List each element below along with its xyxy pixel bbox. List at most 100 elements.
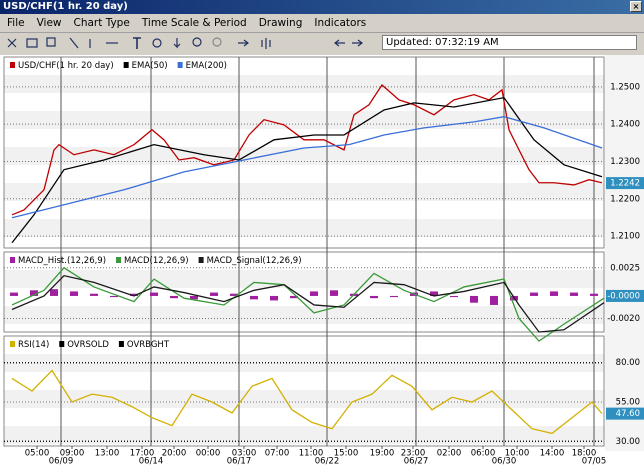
legend-swatch	[177, 62, 183, 68]
x-tick-label: 18:00	[572, 449, 597, 459]
x-tick-label: 11:00	[299, 449, 324, 459]
tool-icon[interactable]	[133, 37, 141, 49]
menu-item[interactable]: Chart Type	[73, 17, 130, 29]
hist-bar	[290, 295, 298, 299]
x-tick-label: 14:00	[540, 449, 565, 459]
hist-bar	[370, 295, 378, 299]
tool-icon[interactable]	[334, 39, 345, 47]
menu-item[interactable]: Drawing	[258, 17, 303, 29]
x-tick-label: 05:00	[25, 449, 50, 459]
series-line	[11, 116, 603, 219]
x-tick-label: 03:00	[232, 449, 257, 459]
x-tick-label: 13:00	[95, 449, 120, 459]
last-value-box	[606, 407, 644, 420]
tool-icon[interactable]	[192, 37, 202, 47]
hist-bar	[430, 291, 438, 296]
hist-bar	[130, 293, 138, 296]
hist-bar	[590, 293, 598, 296]
legend-label: OVRSOLD	[67, 340, 109, 350]
hist-bar	[470, 295, 478, 303]
legend-label: EMA(50)	[132, 61, 168, 71]
hist-bar	[150, 292, 158, 296]
x-tick-label: 10:00	[505, 449, 530, 459]
tool-icon[interactable]	[7, 38, 17, 48]
hist-bar	[210, 292, 218, 296]
legend-swatch	[10, 257, 15, 263]
tool-icon[interactable]	[261, 38, 271, 49]
band	[4, 75, 604, 93]
date-label: 06/14	[139, 457, 164, 467]
legend-swatch	[123, 62, 129, 68]
legend-label: OVRBGHT	[127, 340, 170, 350]
band	[4, 306, 604, 324]
hist-bar	[90, 293, 98, 296]
band	[4, 183, 604, 201]
tool-icon[interactable]	[152, 38, 162, 48]
y-tick-label: 1.2400	[610, 120, 640, 130]
close-button[interactable]: ×	[630, 1, 642, 12]
y-tick-label: 0.0025	[610, 263, 640, 273]
legend-swatch	[59, 341, 65, 347]
title-bar: USD/CHF(1 hr. 20 day) ×	[0, 0, 644, 14]
last-value-box	[606, 177, 644, 190]
menu-item[interactable]: Time Scale & Period	[141, 17, 247, 29]
x-tick-label: 07:00	[265, 449, 290, 459]
date-label: 06/27	[404, 457, 429, 467]
hist-bar	[250, 295, 258, 300]
series-line	[11, 369, 603, 435]
y-tick-label: 1.2100	[610, 232, 640, 242]
band	[4, 426, 604, 444]
x-tick-label: 17:00	[130, 449, 155, 459]
panel-frame	[3, 251, 605, 333]
x-tick-label: 09:00	[60, 449, 85, 459]
legend-swatch	[118, 341, 124, 347]
hist-bar	[70, 291, 78, 296]
panel-frame	[3, 335, 605, 447]
legend-label: USD/CHF(1 hr. 20 day)	[18, 61, 114, 71]
x-tick-label: 23:00	[401, 449, 426, 459]
legend-label: MACD(12,26,9)	[124, 256, 189, 266]
last-value-label: 47.60	[616, 409, 640, 419]
legend-swatch	[198, 257, 204, 263]
y-tick-label: 80.00	[616, 358, 640, 368]
chart-area: 06/09 06/14 06/17 06/22 06/27 06/30 07/05 05:00…	[0, 55, 644, 469]
menu-bar: File View Chart Type Time Scale & Period Dra…	[0, 14, 644, 33]
hist-bar	[170, 295, 178, 299]
legend-swatch	[10, 341, 15, 347]
tool-icon[interactable]	[173, 38, 181, 49]
hist-bar	[270, 295, 278, 301]
tool-icon[interactable]	[46, 37, 56, 47]
y-tick-label: -0.0020	[607, 314, 640, 324]
window-title: USD/CHF(1 hr. 20 day)	[3, 1, 128, 12]
band	[4, 270, 604, 288]
menu-item[interactable]: View	[36, 17, 62, 29]
hist-bar	[390, 295, 398, 298]
hist-bar	[50, 289, 58, 296]
tool-icon[interactable]	[212, 37, 222, 47]
band	[4, 219, 604, 237]
tool-icon[interactable]	[69, 37, 79, 49]
legend-label: MACD_Hist.(12,26,9)	[18, 256, 106, 266]
date-label: 06/22	[315, 457, 340, 467]
x-tick-label: 02:00	[437, 449, 462, 459]
y-tick-label: 1.2500	[610, 82, 640, 92]
y-tick-label: 1.2300	[610, 157, 640, 167]
toolbar: Updated: 07:32:19 AM	[0, 33, 644, 53]
series-line	[11, 266, 605, 342]
series-line	[11, 96, 603, 244]
legend-swatch	[116, 257, 122, 263]
menu-item[interactable]: File	[7, 17, 25, 29]
tool-icon[interactable]	[352, 39, 363, 47]
hist-bar	[110, 295, 118, 298]
hist-bar	[310, 291, 318, 296]
tool-icon[interactable]	[26, 38, 38, 48]
y-tick-label: 1.2200	[610, 194, 640, 204]
updated-field: Updated: 07:32:19 AM	[382, 35, 637, 50]
y-tick-label: 55.00	[616, 398, 640, 408]
tool-icon[interactable]	[238, 39, 249, 47]
menu-item[interactable]: Indicators	[314, 17, 367, 29]
toolbar-icons	[7, 37, 363, 49]
hist-bar	[230, 293, 238, 296]
hist-bar	[450, 295, 458, 298]
